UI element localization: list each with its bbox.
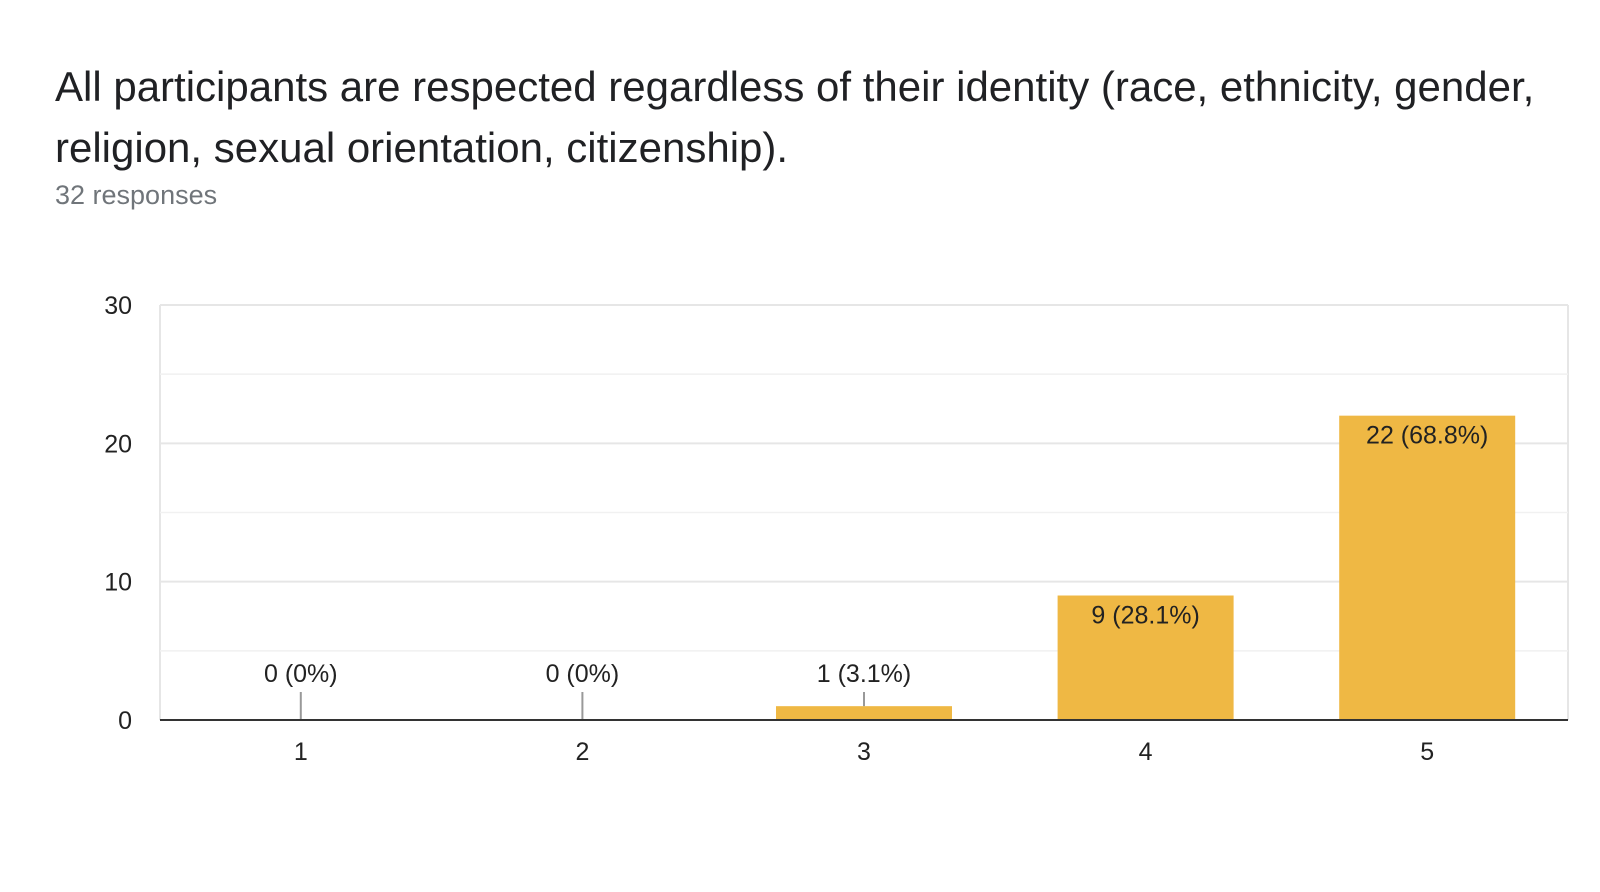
y-tick-label: 30 [104,292,132,320]
chart-title: All participants are respected regardles… [55,63,1535,171]
response-count: 32 responses [55,180,218,210]
bar [776,706,952,720]
bar [1339,415,1516,720]
x-tick-label: 2 [575,738,589,766]
y-tick-label: 0 [118,707,132,735]
data-label: 0 (0%) [264,660,338,688]
x-tick-label: 3 [857,738,871,766]
bar [1057,595,1234,720]
y-tick-label: 20 [104,430,132,458]
data-label: 0 (0%) [546,660,620,688]
data-label: 22 (68.8%) [1366,422,1488,450]
x-tick-label: 4 [1139,738,1153,766]
y-tick-label: 10 [104,569,132,597]
data-label: 1 (3.1%) [817,660,911,688]
x-tick-label: 1 [294,738,308,766]
data-label: 9 (28.1%) [1091,602,1199,630]
x-tick-label: 5 [1420,738,1434,766]
